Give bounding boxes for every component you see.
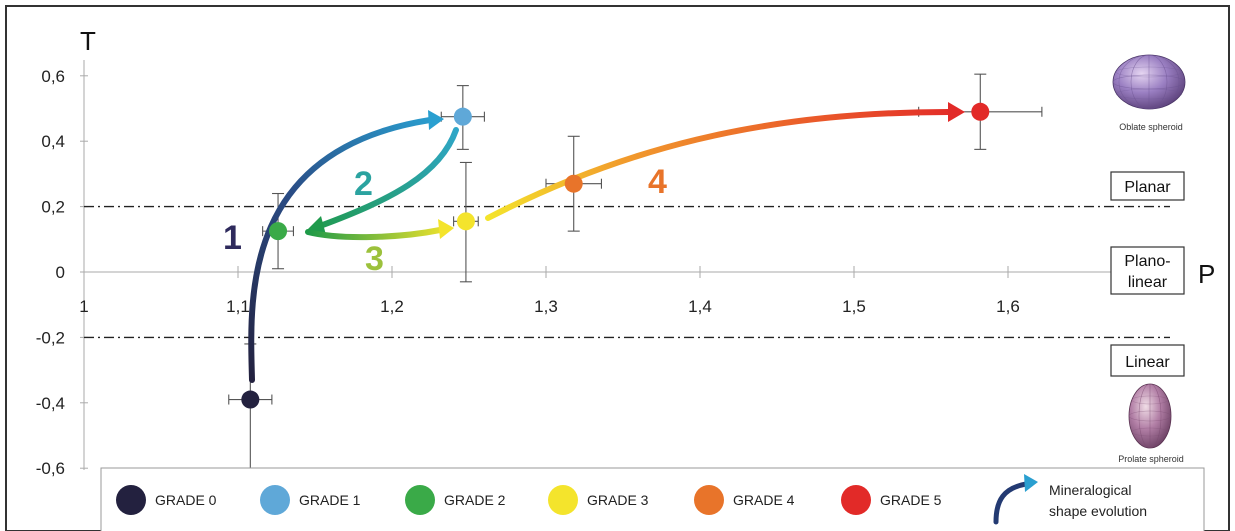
y-tick-label: -0,4 <box>36 394 65 413</box>
prolate-spheroid-image: Prolate spheroid <box>1118 383 1184 464</box>
data-points <box>241 102 990 409</box>
error-bars <box>228 73 1043 473</box>
evolution-arrow-icon <box>993 481 1029 525</box>
x-axis-label: P <box>1198 259 1215 289</box>
data-point-grade-4 <box>564 174 583 193</box>
oblate-parallel-2 <box>1115 66 1183 78</box>
evolution-arrows: 1 2 3 4 <box>223 102 965 383</box>
zone-label-planar: Planar <box>1124 179 1171 196</box>
arrow-1-head <box>428 110 444 130</box>
y-tick-label: -0,2 <box>36 328 65 347</box>
zone-label-linear: Linear <box>1125 354 1170 371</box>
legend-label-grade-1: GRADE 1 <box>299 492 361 508</box>
data-point-grade-3 <box>456 212 475 231</box>
y-tick-label: 0,2 <box>41 198 65 217</box>
evolution-arrow-icon-head <box>1024 474 1038 492</box>
oblate-spheroid-image: Oblate spheroid <box>1112 54 1186 132</box>
oblate-parallel-3 <box>1115 88 1183 100</box>
prolate-parallel-3 <box>1131 427 1169 437</box>
y-ticks: 0,6 0,4 0,2 0 -0,2 -0,4 -0,6 <box>36 67 88 478</box>
x-tick-label: 1,4 <box>688 297 712 316</box>
data-point-grade-0 <box>241 390 260 409</box>
legend-swatch-grade-5 <box>841 485 871 515</box>
legend-items: GRADE 0 GRADE 1 GRADE 2 GRADE 3 GRADE 4 GRADE… <box>116 485 942 515</box>
zone-box-plano-linear <box>1110 246 1185 295</box>
arrow-label-4: 4 <box>648 163 667 201</box>
evolution-label-line1: Mineralogical <box>1049 482 1131 498</box>
zone-label-plano-line1: Plano- <box>1124 253 1170 270</box>
y-tick-label: -0,6 <box>36 459 65 478</box>
threshold-lines <box>84 205 1170 339</box>
data-point-grade-2 <box>269 222 288 241</box>
y-tick-label: 0 <box>56 263 65 282</box>
zone-box-linear <box>1110 344 1185 377</box>
zone-planar: Planar <box>1110 171 1185 201</box>
prolate-parallel-2 <box>1131 395 1169 405</box>
y-axis-label: T <box>80 26 96 56</box>
legend-swatch-grade-4 <box>694 485 724 515</box>
arrow-4-head <box>948 102 965 122</box>
legend-label-grade-3: GRADE 3 <box>587 492 649 508</box>
arrow-4-curve <box>485 109 951 221</box>
legend-label-grade-5: GRADE 5 <box>880 492 942 508</box>
x-tick-label: 1 <box>79 297 88 316</box>
arrow-label-3: 3 <box>365 240 384 278</box>
zone-plano-linear: Plano- linear <box>1110 246 1185 295</box>
oblate-parallel-1 <box>1112 74 1186 90</box>
zone-label-plano-line2: linear <box>1128 274 1168 291</box>
legend-swatch-grade-0 <box>116 485 146 515</box>
arrow-3-curve <box>305 227 443 241</box>
arrow-3-head <box>438 219 454 239</box>
x-ticks: 1 1,1 1,2 1,3 1,4 1,5 1,6 <box>79 266 1020 316</box>
x-tick-label: 1,5 <box>842 297 866 316</box>
x-tick-label: 1,1 <box>226 297 250 316</box>
legend: GRADE 0 GRADE 1 GRADE 2 GRADE 3 GRADE 4 GRADE… <box>100 467 1205 531</box>
legend-label-grade-4: GRADE 4 <box>733 492 795 508</box>
prolate-parallel-1 <box>1128 410 1172 422</box>
arrow-2-curve <box>317 127 459 229</box>
figure-frame <box>5 5 1230 531</box>
prolate-spheroid-caption: Prolate spheroid <box>1118 454 1184 464</box>
x-tick-label: 1,6 <box>996 297 1020 316</box>
data-point-grade-5 <box>971 102 990 121</box>
arrow-label-1: 1 <box>223 219 242 257</box>
legend-label-grade-2: GRADE 2 <box>444 492 506 508</box>
x-tick-label: 1,3 <box>534 297 558 316</box>
x-tick-label: 1,2 <box>380 297 404 316</box>
legend-swatch-grade-3 <box>548 485 578 515</box>
legend-swatch-grade-2 <box>405 485 435 515</box>
evolution-label-line2: shape evolution <box>1049 503 1147 519</box>
legend-label-grade-0: GRADE 0 <box>155 492 217 508</box>
data-point-grade-1 <box>453 107 472 126</box>
y-tick-label: 0,4 <box>41 132 65 151</box>
legend-evolution: Mineralogical shape evolution <box>993 474 1147 525</box>
arrow-label-2: 2 <box>354 165 373 203</box>
zone-box-planar <box>1110 171 1185 201</box>
zone-linear: Linear <box>1110 344 1185 377</box>
legend-swatch-grade-1 <box>260 485 290 515</box>
y-tick-label: 0,6 <box>41 67 65 86</box>
oblate-spheroid-caption: Oblate spheroid <box>1119 122 1183 132</box>
